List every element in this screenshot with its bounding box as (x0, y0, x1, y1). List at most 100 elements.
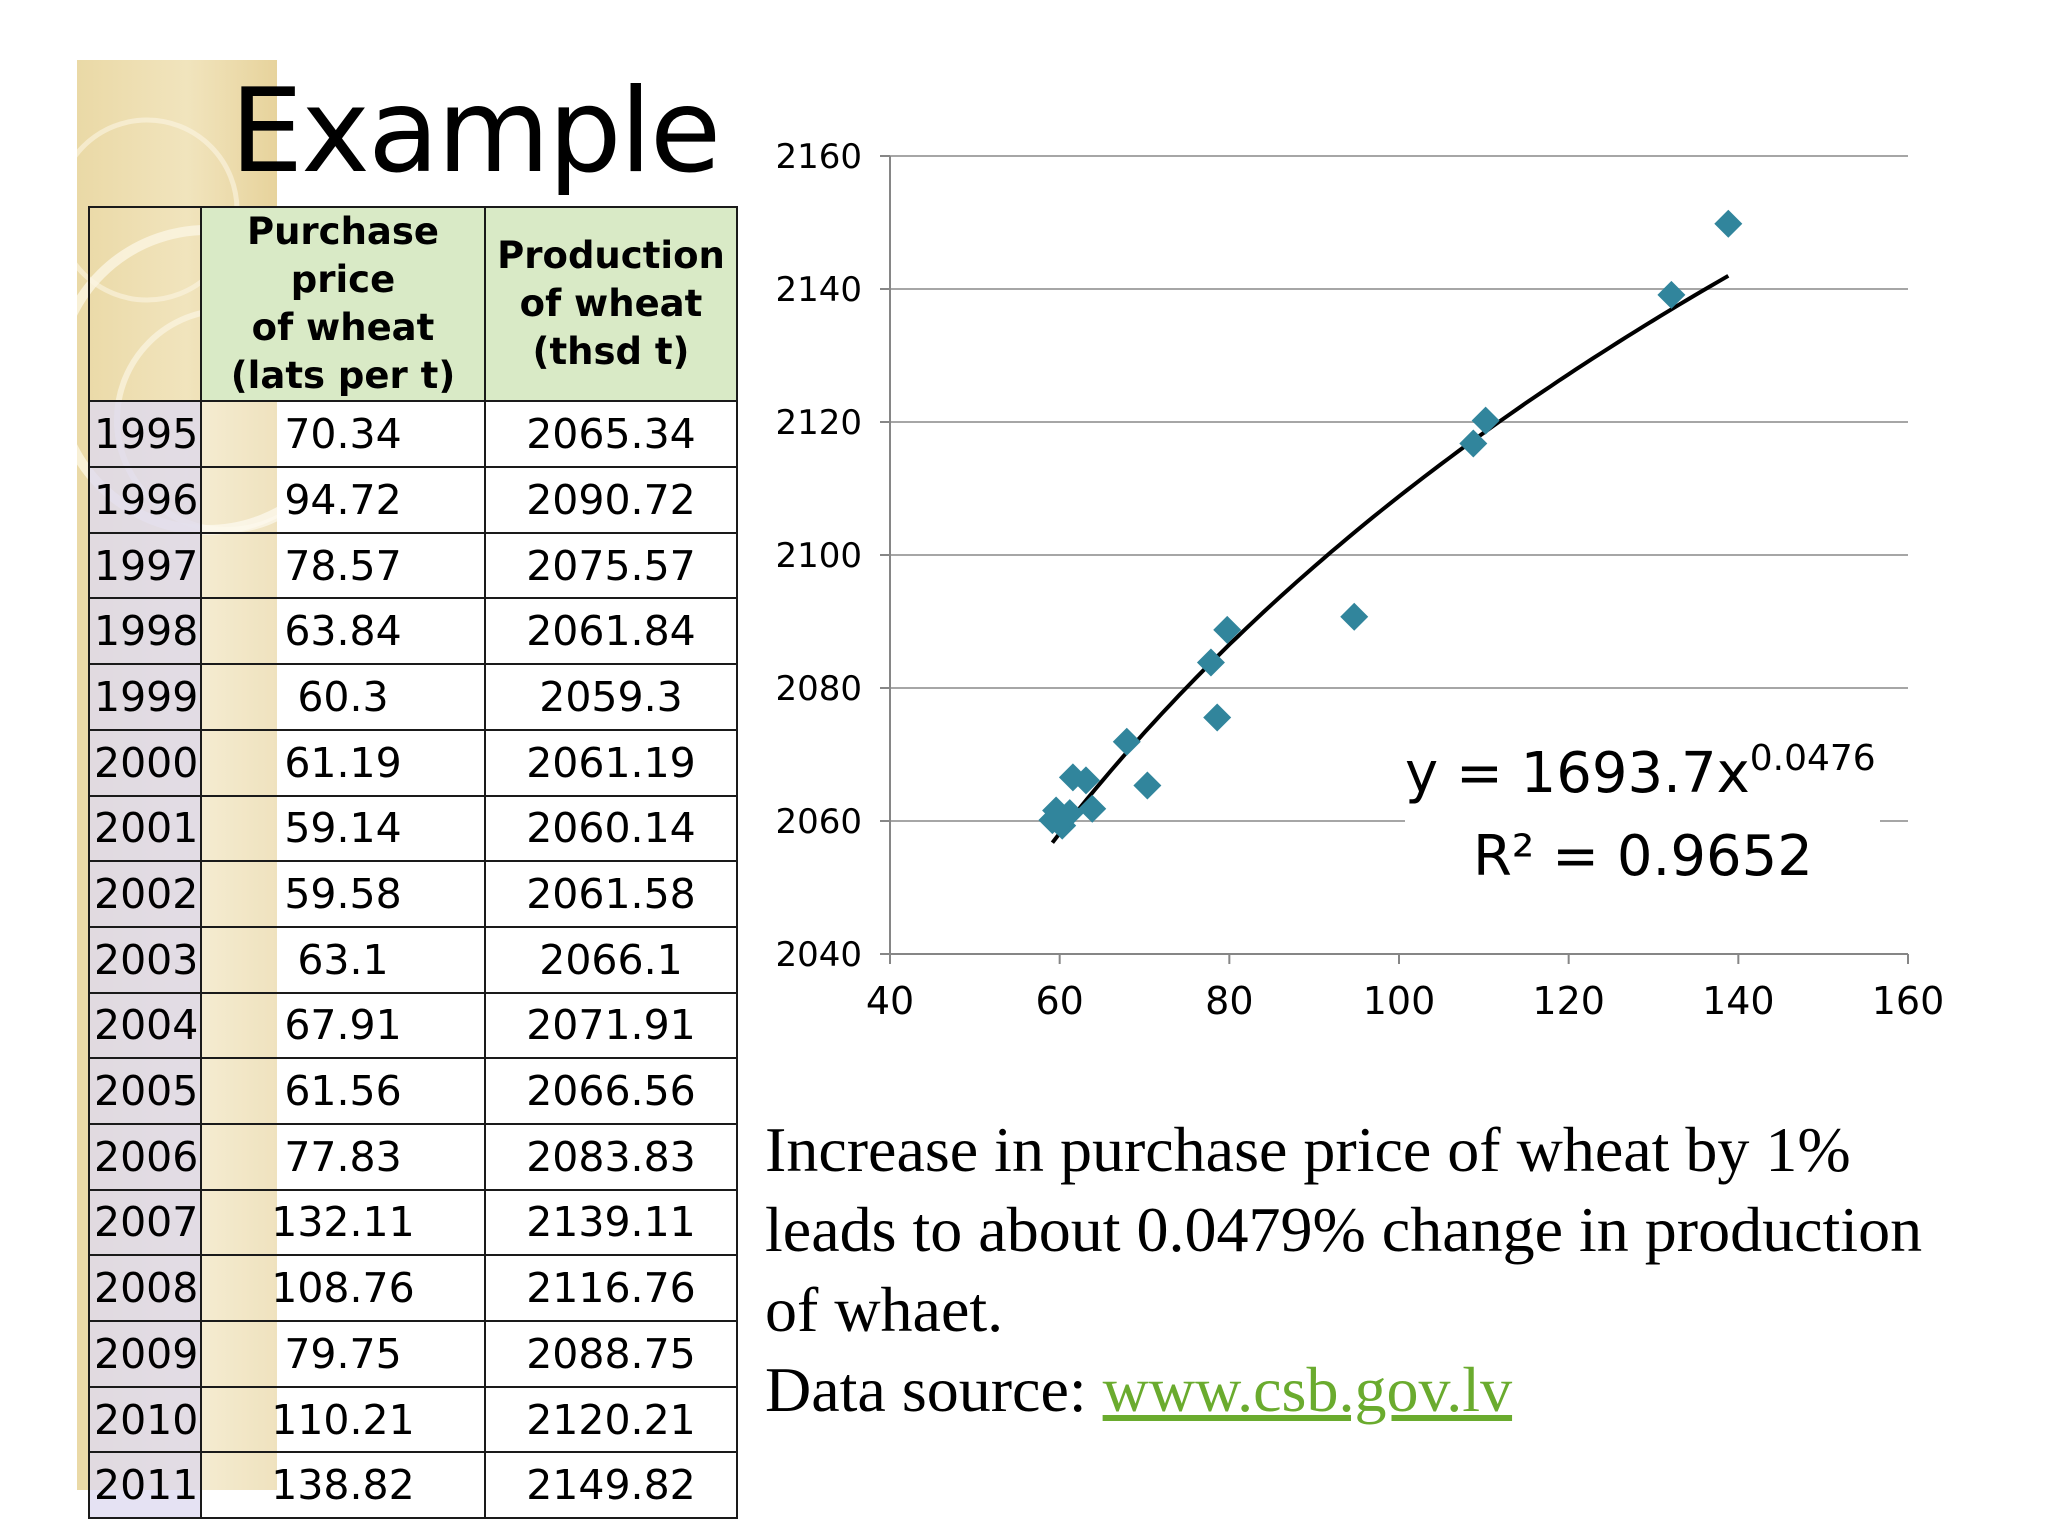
price-cell: 63.1 (200, 925, 486, 994)
price-cell: 63.84 (200, 597, 486, 666)
data-point (1340, 602, 1369, 631)
header-line: (lats per t) (230, 354, 456, 398)
price-cell: 94.72 (200, 466, 486, 534)
year-cell: 2006 (88, 1122, 202, 1191)
data-source-link[interactable]: www.csb.gov.lv (1102, 1354, 1513, 1425)
conclusion-line: leads to about 0.0479% change in product… (765, 1194, 1923, 1265)
table-header-row: Purchase price of wheat (lats per t) Pro… (88, 205, 738, 403)
x-tick-label: 60 (1035, 979, 1083, 1023)
year-cell: 1998 (88, 597, 202, 666)
header-production: Production of wheat (thsd t) (484, 205, 738, 403)
price-cell: 59.58 (200, 860, 486, 928)
production-cell: 2059.3 (484, 663, 738, 731)
data-point (1471, 406, 1500, 435)
production-cell: 2149.82 (484, 1451, 738, 1520)
table-row: 1997 78.57 2075.57 (88, 531, 738, 600)
y-tick-label: 2160 (775, 137, 862, 177)
production-cell: 2071.91 (484, 991, 738, 1060)
table-row: 1998 63.84 2061.84 (88, 597, 738, 666)
price-cell: 61.19 (200, 728, 486, 797)
production-cell: 2061.19 (484, 728, 738, 797)
production-cell: 2061.84 (484, 597, 738, 666)
chart-tick-labels: 2040 2060 2080 2100 2120 2140 2160 40 60 80 100 120… (775, 137, 1944, 1023)
data-point (1203, 703, 1232, 732)
y-tick-label: 2100 (775, 536, 862, 576)
price-cell: 108.76 (200, 1254, 486, 1322)
data-point (1042, 796, 1071, 825)
year-cell: 2010 (88, 1385, 202, 1454)
price-cell: 79.75 (200, 1320, 486, 1388)
production-cell: 2066.56 (484, 1057, 738, 1125)
chart-data-points (1038, 209, 1743, 840)
table-row: 2000 61.19 2061.19 (88, 728, 738, 797)
data-point (1459, 429, 1488, 458)
y-tick-label: 2140 (775, 270, 862, 310)
table-row: 1995 70.34 2065.34 (88, 400, 738, 469)
price-cell: 60.3 (200, 663, 486, 731)
header-line: (thsd t) (532, 330, 690, 374)
y-tick-label: 2120 (775, 403, 862, 443)
production-cell: 2061.58 (484, 860, 738, 928)
scatter-chart: 2040 2060 2080 2100 2120 2140 2160 40 60 80 100 120… (775, 137, 1944, 1023)
power-trendline (1050, 274, 1730, 844)
conclusion-line: Increase in purchase price of wheat by 1… (765, 1114, 1851, 1185)
price-cell: 78.57 (200, 531, 486, 600)
table-row: 2006 77.83 2083.83 (88, 1122, 738, 1191)
table-row: 2009 79.75 2088.75 (88, 1320, 738, 1388)
table-row: 2005 61.56 2066.56 (88, 1057, 738, 1125)
data-source-line: Data source: www.csb.gov.lv (765, 1350, 2035, 1430)
year-cell: 2003 (88, 925, 202, 994)
y-tick-label: 2080 (775, 669, 862, 709)
production-cell: 2139.11 (484, 1188, 738, 1257)
table-row: 2003 63.1 2066.1 (88, 925, 738, 994)
data-source-label: Data source: (765, 1354, 1103, 1425)
year-cell: 1999 (88, 663, 202, 731)
x-tick-label: 100 (1363, 979, 1436, 1023)
price-cell: 77.83 (200, 1122, 486, 1191)
year-cell: 2008 (88, 1254, 202, 1322)
year-cell: 2001 (88, 794, 202, 863)
production-cell: 2060.14 (484, 794, 738, 863)
equation-label-background (1405, 738, 1880, 898)
year-cell: 1995 (88, 400, 202, 469)
production-cell: 2083.83 (484, 1122, 738, 1191)
data-point (1657, 280, 1686, 309)
year-cell: 2002 (88, 860, 202, 928)
production-cell: 2116.76 (484, 1254, 738, 1322)
table-row: 1999 60.3 2059.3 (88, 663, 738, 731)
production-cell: 2066.1 (484, 925, 738, 994)
production-cell: 2120.21 (484, 1385, 738, 1454)
table-row: 1996 94.72 2090.72 (88, 466, 738, 534)
table-row: 2008 108.76 2116.76 (88, 1254, 738, 1322)
conclusion-text: Increase in purchase price of wheat by 1… (765, 1110, 2035, 1430)
table-row: 2002 59.58 2061.58 (88, 860, 738, 928)
table-row: 2010 110.21 2120.21 (88, 1385, 738, 1454)
table-row: 2001 59.14 2060.14 (88, 794, 738, 863)
header-line: of wheat (251, 306, 435, 350)
price-cell: 70.34 (200, 400, 486, 469)
x-tick-label: 140 (1702, 979, 1775, 1023)
table-row: 2007 132.11 2139.11 (88, 1188, 738, 1257)
year-cell: 2000 (88, 728, 202, 797)
slide-title: Example (230, 64, 721, 199)
data-point (1714, 209, 1743, 238)
x-tick-label: 120 (1532, 979, 1605, 1023)
trendline-r-squared: R² = 0.9652 (1473, 824, 1813, 889)
y-tick-label: 2040 (775, 935, 862, 975)
price-cell: 110.21 (200, 1385, 486, 1454)
x-tick-label: 160 (1872, 979, 1945, 1023)
conclusion-line: of whaet. (765, 1274, 1004, 1345)
header-line: Production (497, 234, 725, 278)
equation-main: y = 1693.7x (1405, 741, 1750, 806)
data-table: Purchase price of wheat (lats per t) Pro… (88, 205, 738, 1520)
year-cell: 1997 (88, 531, 202, 600)
production-cell: 2090.72 (484, 466, 738, 534)
data-point (1196, 648, 1225, 677)
data-point (1112, 727, 1141, 756)
chart-gridlines (890, 155, 1908, 822)
data-point (1058, 763, 1087, 792)
production-cell: 2075.57 (484, 531, 738, 600)
y-tick-label: 2060 (775, 802, 862, 842)
price-cell: 132.11 (200, 1188, 486, 1257)
header-purchase-price: Purchase price of wheat (lats per t) (200, 205, 486, 403)
